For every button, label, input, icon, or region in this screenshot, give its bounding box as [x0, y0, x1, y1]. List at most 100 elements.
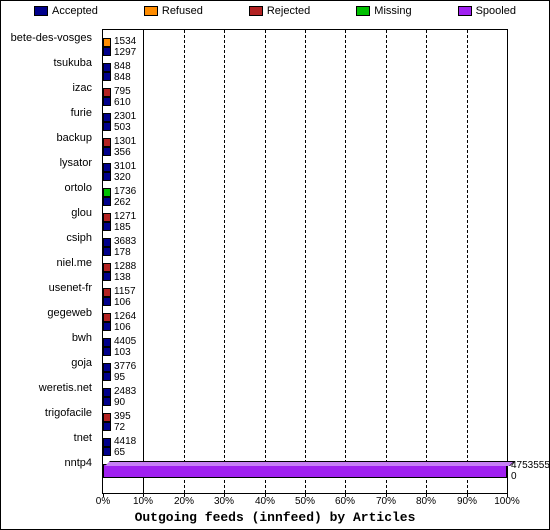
missing-swatch [356, 6, 370, 16]
bar-bot-glou [103, 222, 111, 231]
feed-label-izac: izac [0, 82, 92, 94]
legend-label: Rejected [267, 5, 310, 17]
legend-item-rejected: Rejected [249, 5, 310, 17]
bar-top-glou [103, 213, 111, 222]
chart-frame: Accepted Refused Rejected Missing Spooled 0%… [0, 0, 550, 530]
gridline-40 [265, 30, 266, 493]
xtick-label: 30% [214, 496, 234, 507]
bar-bot-tsukuba [103, 72, 111, 81]
refused-swatch [144, 6, 158, 16]
gridline-10 [143, 30, 144, 493]
bar-top-usenet-fr [103, 288, 111, 297]
value-bot: 106 [114, 298, 131, 308]
feed-label-niel.me: niel.me [0, 257, 92, 269]
bar-bot-trigofacile [103, 422, 111, 431]
bar-3d-top [105, 461, 515, 466]
xtick-label: 80% [416, 496, 436, 507]
rejected-swatch [249, 6, 263, 16]
value-bot: 90 [114, 398, 125, 408]
feed-label-csiph: csiph [0, 232, 92, 244]
value-bot: 95 [114, 373, 125, 383]
accepted-swatch [34, 6, 48, 16]
value-bot: 848 [114, 73, 131, 83]
bar-top-izac [103, 88, 111, 97]
value-bot: 65 [114, 448, 125, 458]
xtick-label: 40% [255, 496, 275, 507]
bar-top-bwh [103, 338, 111, 347]
feed-label-tnet: tnet [0, 432, 92, 444]
xtick-label: 60% [335, 496, 355, 507]
gridline-90 [467, 30, 468, 493]
feed-label-bwh: bwh [0, 332, 92, 344]
value-top: 1534 [114, 37, 136, 47]
bar-top-weretis.net [103, 388, 111, 397]
bar-top-lysator [103, 163, 111, 172]
xtick-label: 70% [376, 496, 396, 507]
value-bot: 185 [114, 223, 131, 233]
bar-top-niel.me [103, 263, 111, 272]
plot-area: 0%10%20%30%40%50%60%70%80%90%100%1534129… [102, 29, 508, 494]
value-bot: 106 [114, 323, 131, 333]
xtick-label: 90% [457, 496, 477, 507]
bar-top-gegeweb [103, 313, 111, 322]
feed-label-tsukuba: tsukuba [0, 57, 92, 69]
bar-top-bete-des-vosges [103, 38, 111, 47]
feed-label-backup: backup [0, 132, 92, 144]
bar-top-tnet [103, 438, 111, 447]
gridline-60 [345, 30, 346, 493]
value-top: 1288 [114, 262, 136, 272]
legend-item-accepted: Accepted [34, 5, 98, 17]
bar-top-furie [103, 113, 111, 122]
bar-top-trigofacile [103, 413, 111, 422]
gridline-80 [426, 30, 427, 493]
legend-item-missing: Missing [356, 5, 411, 17]
gridline-30 [224, 30, 225, 493]
bar-top-backup [103, 138, 111, 147]
spooled-swatch [458, 6, 472, 16]
feed-label-ortolo: ortolo [0, 182, 92, 194]
bar-bot-lysator [103, 172, 111, 181]
value-top: 2301 [114, 112, 136, 122]
feed-label-gegeweb: gegeweb [0, 307, 92, 319]
feed-label-lysator: lysator [0, 157, 92, 169]
feed-label-bete-des-vosges: bete-des-vosges [0, 32, 92, 44]
legend-label: Refused [162, 5, 203, 17]
xtick-label: 0% [96, 496, 110, 507]
bar-top-goja [103, 363, 111, 372]
xtick-label: 100% [494, 496, 520, 507]
bar-bot-bete-des-vosges [103, 47, 111, 56]
feed-label-trigofacile: trigofacile [0, 407, 92, 419]
feed-label-nntp4: nntp4 [0, 457, 92, 469]
value-top: 1736 [114, 187, 136, 197]
value-top: 4753555 [511, 461, 550, 471]
bar-bot-usenet-fr [103, 297, 111, 306]
gridline-20 [184, 30, 185, 493]
bar-bot-ortolo [103, 197, 111, 206]
gridline-50 [305, 30, 306, 493]
value-top: 3776 [114, 362, 136, 372]
legend-item-refused: Refused [144, 5, 203, 17]
value-bot: 1297 [114, 48, 136, 58]
value-top: 848 [114, 62, 131, 72]
xtick-label: 20% [174, 496, 194, 507]
feed-label-furie: furie [0, 107, 92, 119]
feed-label-weretis.net: weretis.net [0, 382, 92, 394]
xtick-label: 50% [295, 496, 315, 507]
value-bot: 178 [114, 248, 131, 258]
value-top: 2483 [114, 387, 136, 397]
bar-bot-izac [103, 97, 111, 106]
value-top: 3101 [114, 162, 136, 172]
value-top: 3683 [114, 237, 136, 247]
value-bot: 356 [114, 148, 131, 158]
bar-top-ortolo [103, 188, 111, 197]
feed-label-glou: glou [0, 207, 92, 219]
feed-label-usenet-fr: usenet-fr [0, 282, 92, 294]
value-top: 1157 [114, 287, 136, 297]
chart-title: Outgoing feeds (innfeed) by Articles [1, 510, 549, 525]
bar-bot-weretis.net [103, 397, 111, 406]
value-bot: 503 [114, 123, 131, 133]
value-bot: 320 [114, 173, 131, 183]
value-top: 1271 [114, 212, 136, 222]
legend-label: Spooled [476, 5, 516, 17]
xtick-label: 10% [133, 496, 153, 507]
